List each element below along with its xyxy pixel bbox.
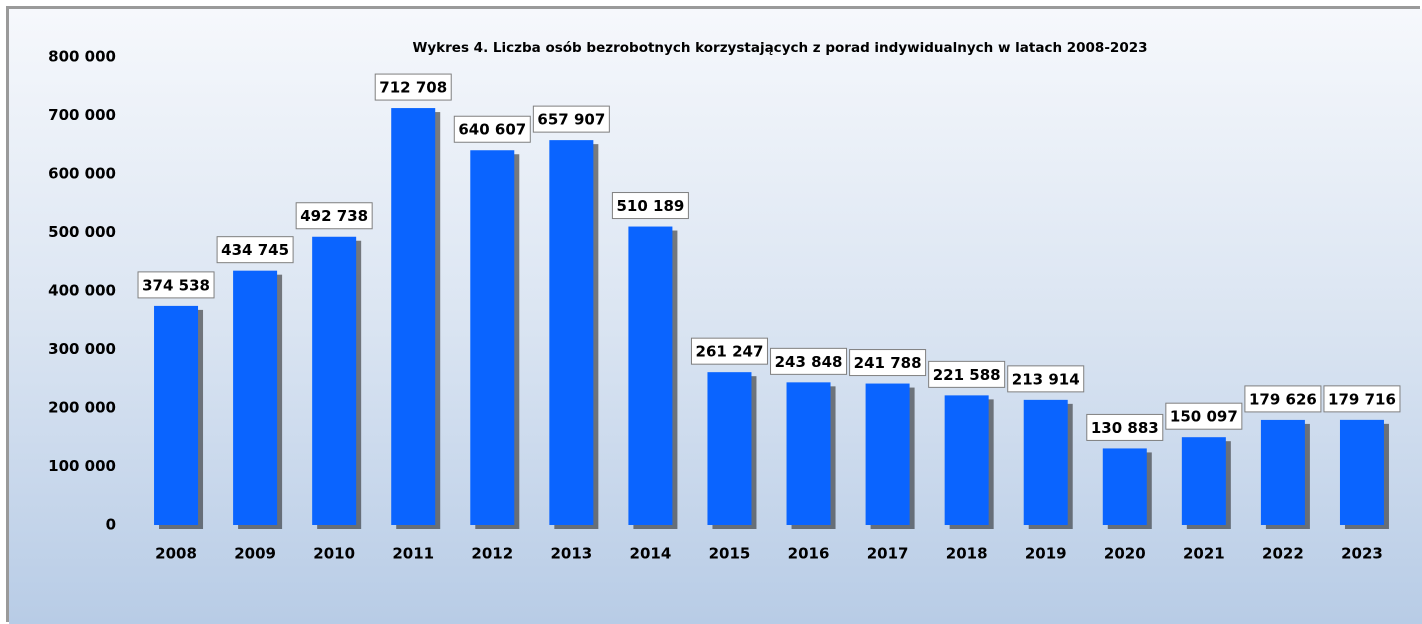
bar <box>470 150 515 525</box>
chart-title: Wykres 4. Liczba osób bezrobotnych korzy… <box>412 40 1147 56</box>
bar <box>944 395 989 525</box>
value-label: 261 247 <box>696 343 764 361</box>
value-label-box <box>928 360 1006 388</box>
value-label: 179 716 <box>1328 390 1396 408</box>
x-tick-label: 2017 <box>867 545 909 563</box>
x-tick-label: 2023 <box>1341 545 1383 563</box>
bar <box>628 226 673 525</box>
bar <box>233 270 278 525</box>
y-tick-label: 800 000 <box>48 48 116 66</box>
value-label: 434 745 <box>221 241 289 259</box>
y-tick-label: 200 000 <box>48 399 116 417</box>
bar <box>391 108 436 525</box>
value-label: 243 848 <box>775 353 843 371</box>
value-label-box <box>611 192 689 220</box>
y-tick-label: 700 000 <box>48 106 116 124</box>
bar <box>312 236 357 525</box>
value-label-box <box>374 73 452 101</box>
x-tick-label: 2013 <box>550 545 592 563</box>
value-label: 510 189 <box>616 197 684 215</box>
value-label: 179 626 <box>1249 390 1317 408</box>
value-label-box <box>453 115 531 143</box>
x-tick-label: 2011 <box>392 545 434 563</box>
y-tick-label: 0 <box>106 516 116 534</box>
x-tick-label: 2015 <box>709 545 751 563</box>
bar <box>707 372 752 525</box>
bar <box>786 382 831 525</box>
bar <box>154 305 199 525</box>
x-tick-label: 2010 <box>313 545 355 563</box>
chart-background <box>9 9 1422 624</box>
y-tick-label: 300 000 <box>48 340 116 358</box>
value-label-box <box>216 236 294 264</box>
value-label-box <box>1244 385 1322 413</box>
value-label-box <box>1165 402 1243 430</box>
value-label: 712 708 <box>379 79 447 97</box>
value-label: 213 914 <box>1012 370 1080 388</box>
value-label-box <box>770 347 848 375</box>
x-tick-label: 2022 <box>1262 545 1304 563</box>
bar <box>1181 437 1226 525</box>
value-label-box <box>849 349 927 377</box>
value-label-box <box>690 337 768 365</box>
value-label-box <box>137 271 215 299</box>
bar <box>1339 419 1384 525</box>
x-tick-label: 2016 <box>788 545 830 563</box>
x-tick-label: 2008 <box>155 545 197 563</box>
bar <box>1023 399 1068 525</box>
bar <box>865 383 910 525</box>
value-label: 241 788 <box>854 354 922 372</box>
x-tick-label: 2014 <box>630 545 672 563</box>
value-label: 640 607 <box>458 121 526 139</box>
value-label-box <box>532 105 610 133</box>
value-label-box <box>295 202 373 230</box>
value-label-box <box>1323 385 1401 413</box>
value-label: 130 883 <box>1091 419 1159 437</box>
y-tick-label: 100 000 <box>48 457 116 475</box>
x-tick-label: 2019 <box>1025 545 1067 563</box>
y-tick-label: 500 000 <box>48 223 116 241</box>
x-tick-label: 2018 <box>946 545 988 563</box>
value-label-box <box>1007 365 1085 393</box>
bar <box>1260 419 1305 525</box>
value-label: 657 907 <box>537 111 605 129</box>
value-label-box <box>1086 413 1164 441</box>
x-tick-label: 2012 <box>471 545 513 563</box>
value-label: 221 588 <box>933 366 1001 384</box>
x-tick-label: 2021 <box>1183 545 1225 563</box>
y-tick-label: 600 000 <box>48 165 116 183</box>
y-tick-label: 400 000 <box>48 282 116 300</box>
bar <box>1102 448 1147 525</box>
value-label: 150 097 <box>1170 408 1238 426</box>
x-tick-label: 2009 <box>234 545 276 563</box>
value-label: 374 538 <box>142 276 210 294</box>
bar <box>549 140 594 526</box>
x-tick-label: 2020 <box>1104 545 1146 563</box>
value-label: 492 738 <box>300 207 368 225</box>
